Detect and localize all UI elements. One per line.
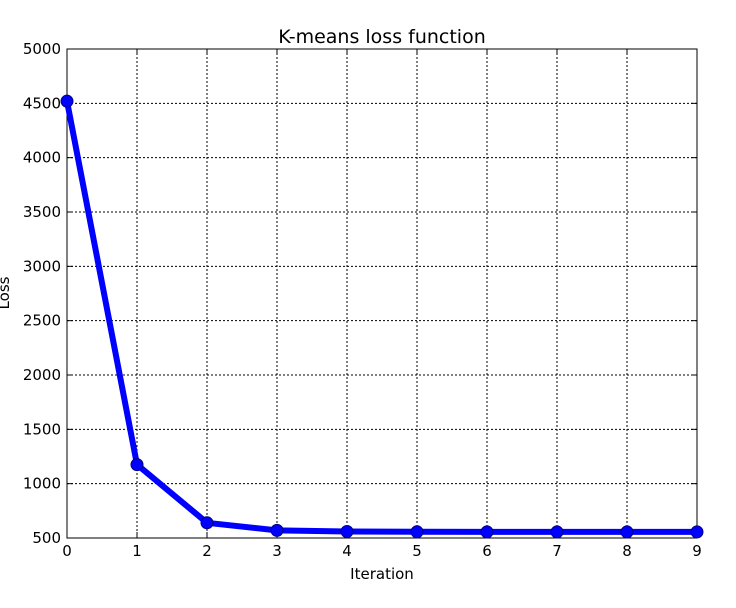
x-tick-labels: 0 1 2 3 4 5 6 7 8 9 bbox=[62, 542, 702, 560]
data-point bbox=[480, 525, 494, 539]
data-point bbox=[620, 525, 634, 539]
y-tick-label: 4000 bbox=[23, 149, 61, 167]
loss-line bbox=[64, 98, 700, 535]
y-tick-label: 3000 bbox=[23, 257, 61, 275]
plot-frame bbox=[66, 48, 698, 539]
y-tick-label: 500 bbox=[32, 529, 61, 547]
y-tick-label: 1500 bbox=[23, 420, 61, 438]
x-tick-label: 3 bbox=[272, 542, 282, 560]
data-point bbox=[550, 525, 564, 539]
x-tick-label: 1 bbox=[132, 542, 142, 560]
x-tick-label: 2 bbox=[202, 542, 212, 560]
x-tick-label: 6 bbox=[482, 542, 492, 560]
y-tick-label: 5000 bbox=[23, 40, 61, 58]
data-point bbox=[690, 525, 704, 539]
x-tick-label: 7 bbox=[552, 542, 562, 560]
x-tick-label: 9 bbox=[692, 542, 702, 560]
data-point bbox=[130, 458, 144, 472]
y-tick-label: 1000 bbox=[23, 475, 61, 493]
data-point bbox=[410, 525, 424, 539]
y-tick-label: 3500 bbox=[23, 203, 61, 221]
x-tick-label: 8 bbox=[622, 542, 632, 560]
chart-title: K-means loss function bbox=[278, 26, 486, 48]
y-tick-label: 2000 bbox=[23, 366, 61, 384]
series-layer bbox=[60, 94, 704, 539]
x-tick-label: 4 bbox=[342, 542, 352, 560]
y-tick-label: 2500 bbox=[23, 312, 61, 330]
y-tick-label: 4500 bbox=[23, 94, 61, 112]
x-tick-label: 0 bbox=[62, 542, 72, 560]
grid-lines bbox=[67, 49, 697, 538]
axis-ticks bbox=[66, 48, 698, 539]
x-tick-label: 5 bbox=[412, 542, 422, 560]
data-point bbox=[60, 94, 74, 108]
data-point bbox=[270, 523, 284, 537]
data-point bbox=[200, 516, 214, 530]
y-axis-label: Loss bbox=[0, 276, 13, 309]
data-point bbox=[340, 524, 354, 538]
x-axis-label: Iteration bbox=[350, 565, 414, 583]
y-tick-labels: 500 1000 1500 2000 2500 3000 3500 4000 4500 5000 bbox=[23, 40, 61, 547]
